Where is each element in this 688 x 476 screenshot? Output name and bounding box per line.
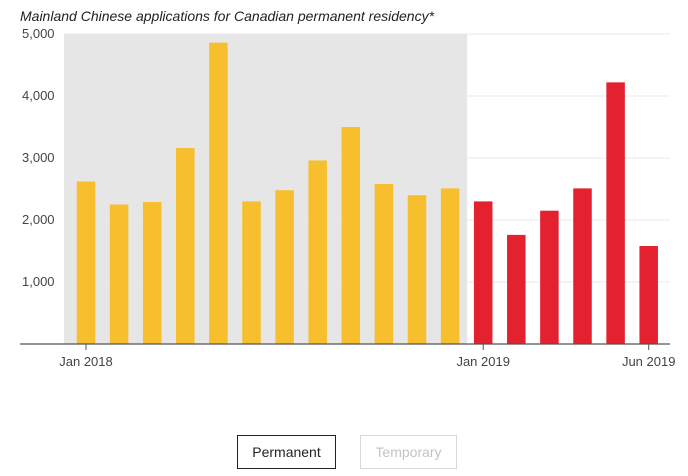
- temporary-toggle-button[interactable]: Temporary: [360, 435, 457, 469]
- y-tick-label: 1,000: [22, 274, 55, 289]
- bar: [374, 184, 394, 344]
- bar: [606, 82, 625, 345]
- bar: [473, 201, 493, 344]
- x-tick-label: Jun 2019: [622, 354, 676, 369]
- chart-title: Mainland Chinese applications for Canadi…: [20, 8, 435, 24]
- bar: [540, 210, 559, 344]
- bar: [573, 188, 592, 344]
- bar: [407, 195, 427, 344]
- shaded-period: [64, 34, 468, 344]
- bar: [440, 188, 460, 344]
- bar: [275, 190, 294, 344]
- bar: [176, 148, 195, 344]
- bar: [209, 42, 228, 345]
- bar: [142, 202, 162, 344]
- bar: [341, 127, 361, 344]
- bar: [639, 246, 658, 344]
- bar: [109, 204, 129, 344]
- y-tick-label: 2,000: [22, 212, 55, 227]
- bar: [242, 201, 261, 344]
- y-tick-label: 4,000: [22, 88, 55, 103]
- bar: [507, 234, 526, 344]
- y-tick-label: 3,000: [22, 150, 55, 165]
- bar-chart: 1,000 2,000 3,000 4,000 5,000 Jan 2018 Jan 201…: [20, 26, 676, 369]
- permanent-toggle-button[interactable]: Permanent: [237, 435, 336, 469]
- x-tick-label: Jan 2019: [456, 354, 510, 369]
- bar: [76, 181, 96, 344]
- bar: [308, 160, 327, 344]
- y-tick-label: 5,000: [22, 26, 55, 41]
- x-tick-label: Jan 2018: [59, 354, 113, 369]
